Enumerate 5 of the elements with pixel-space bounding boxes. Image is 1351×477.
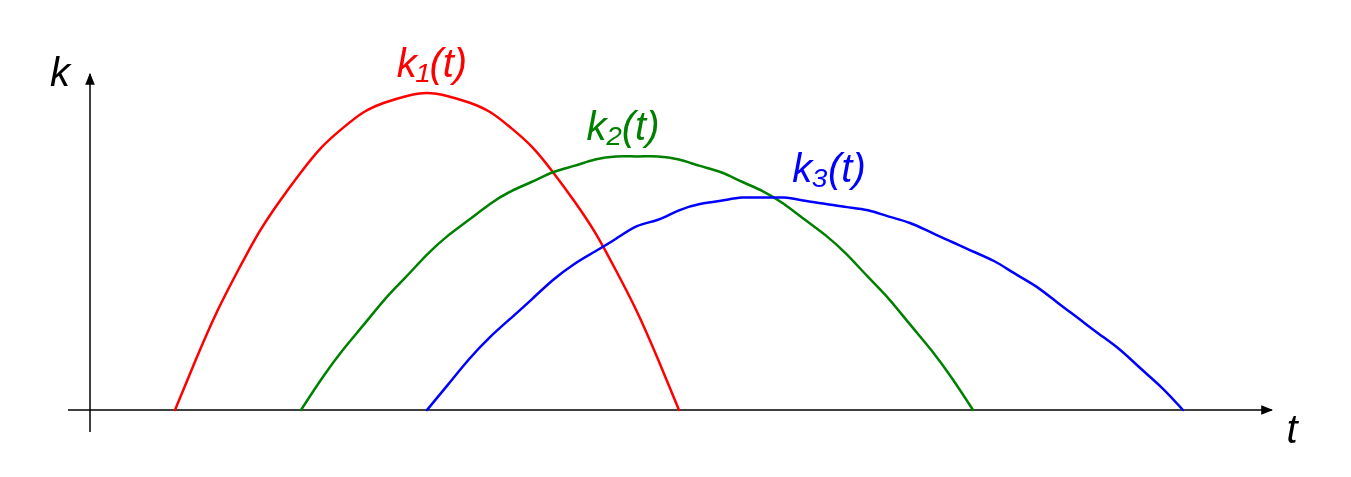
series-label: k₃(t) bbox=[792, 145, 866, 190]
y-axis-title: k bbox=[50, 50, 72, 94]
series-label: k₂(t) bbox=[586, 104, 660, 149]
x-axis-title: t bbox=[1286, 407, 1300, 451]
series-label: k₁(t) bbox=[396, 41, 468, 85]
